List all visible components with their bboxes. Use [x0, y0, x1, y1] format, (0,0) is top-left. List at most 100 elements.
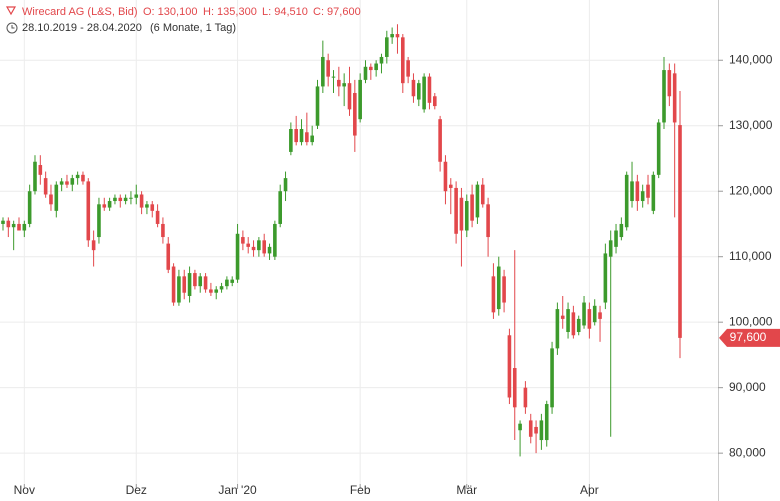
- candle-body: [416, 83, 421, 100]
- candle-body: [129, 197, 133, 199]
- candle-body: [534, 426, 538, 434]
- candle-body: [134, 194, 139, 198]
- candle-body: [198, 276, 203, 287]
- candle-body: [54, 184, 59, 211]
- candle-body: [118, 197, 123, 202]
- candle-body: [608, 240, 613, 257]
- clock-hands: [11, 25, 15, 29]
- candle-body: [235, 233, 240, 280]
- candle-body: [374, 63, 378, 71]
- candle-body: [251, 246, 256, 251]
- candle-body: [411, 79, 416, 97]
- candle-body: [576, 318, 581, 333]
- candle-body: [603, 253, 608, 303]
- candle-body: [342, 83, 346, 87]
- candle-body: [395, 34, 400, 38]
- candle-body: [427, 76, 432, 103]
- candle-body: [646, 184, 650, 198]
- x-tick-label: Dez: [126, 483, 147, 497]
- candle-body: [337, 79, 341, 87]
- candle-body: [640, 191, 645, 202]
- candle-body: [353, 92, 357, 136]
- candle-body: [86, 181, 91, 241]
- candle-body: [390, 34, 394, 38]
- candle-body: [544, 404, 549, 441]
- x-tick-label: Jan '20: [218, 483, 257, 497]
- candle-body: [139, 194, 144, 208]
- candle-body: [448, 184, 453, 188]
- candle-body: [523, 387, 528, 408]
- candle-body: [171, 266, 176, 303]
- candle-body: [299, 129, 304, 143]
- candle-body: [17, 223, 21, 231]
- candle-body: [75, 174, 80, 179]
- candle-body: [225, 279, 229, 287]
- candle-body: [113, 197, 117, 202]
- candle-body: [155, 210, 160, 224]
- low-text: L: 94,510: [262, 6, 308, 18]
- candle-body: [294, 129, 298, 143]
- candle-body: [1, 220, 5, 224]
- candle-body: [667, 70, 672, 97]
- x-tick-label: Nov: [14, 483, 35, 497]
- candle-body: [582, 302, 586, 326]
- y-tick-label: 110,000: [729, 249, 772, 263]
- candle-body: [283, 178, 288, 192]
- candle-body: [257, 240, 261, 251]
- candle-body: [619, 223, 624, 238]
- date-range: 28.10.2019 - 28.04.2020: [22, 22, 142, 34]
- y-tick-label: 80,000: [729, 445, 766, 459]
- candle-body: [443, 161, 448, 192]
- candle-body: [438, 119, 442, 162]
- legend-header: Wirecard AG (L&S, Bid) O: 130,100 H: 135…: [5, 6, 361, 34]
- candle-body: [512, 368, 517, 408]
- candle-body: [432, 96, 437, 107]
- candle-body: [166, 243, 171, 270]
- candle-body: [107, 201, 112, 208]
- candle-body: [123, 197, 128, 202]
- candle-body: [369, 66, 373, 71]
- candle-body: [193, 273, 197, 287]
- candle-body: [150, 204, 155, 211]
- candle-body: [326, 60, 330, 77]
- x-tick-label: Apr: [580, 483, 599, 497]
- candle-body: [662, 70, 666, 123]
- candle-body: [518, 423, 522, 431]
- period: (6 Monate, 1 Tag): [150, 22, 236, 34]
- candle-body: [571, 312, 576, 336]
- candle-body: [22, 223, 27, 231]
- candle-body: [267, 246, 272, 254]
- candle-body: [464, 201, 469, 231]
- candle-body: [321, 56, 325, 87]
- y-tick-label: 90,000: [729, 380, 766, 394]
- candle-body: [459, 197, 464, 231]
- candle-body: [38, 165, 43, 175]
- candle-body: [406, 60, 410, 77]
- candle-body: [230, 279, 235, 283]
- candle-body: [241, 237, 245, 244]
- close-text: C: 97,600: [313, 6, 361, 18]
- candle-body: [385, 37, 389, 57]
- y-tick-label: 120,000: [729, 183, 773, 197]
- candles: [1, 24, 682, 457]
- y-tick-label: 130,000: [729, 118, 773, 132]
- candle-body: [81, 174, 85, 182]
- candle-body: [49, 194, 53, 205]
- candle-body: [635, 181, 640, 202]
- candle-body: [219, 286, 224, 290]
- candle-body: [470, 194, 474, 221]
- candle-body: [630, 181, 634, 202]
- candle-body: [598, 312, 602, 319]
- instrument-title: Wirecard AG (L&S, Bid): [22, 6, 138, 18]
- y-tick-label: 140,000: [729, 52, 773, 66]
- candle-body: [566, 309, 570, 333]
- candle-body: [177, 276, 181, 303]
- candle-body: [145, 204, 149, 208]
- candle-body: [491, 276, 496, 313]
- candle-body: [555, 309, 560, 349]
- candle-body: [209, 289, 213, 293]
- candle-body: [507, 335, 512, 398]
- candle-body: [331, 76, 336, 78]
- candle-body: [203, 276, 208, 290]
